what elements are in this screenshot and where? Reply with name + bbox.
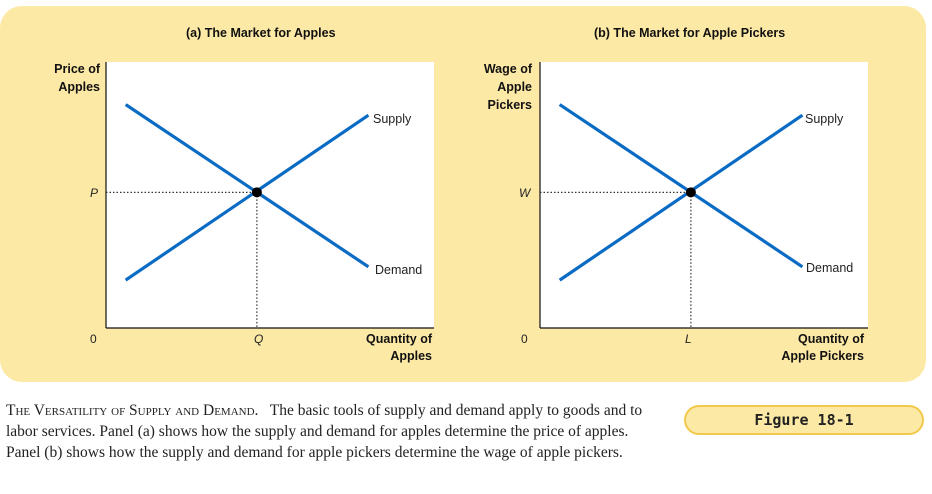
panel-a-supply-curve — [124, 113, 370, 282]
panel-a-y-tick-p: P — [90, 186, 99, 200]
panel-a-plot-area — [106, 62, 434, 328]
panel-b-xlabel-line-2: Apple Pickers — [781, 349, 864, 363]
panel-b-demand-label: Demand — [806, 261, 854, 275]
panel-b-supply-label: Supply — [805, 112, 844, 126]
panel-a-demand-label: Demand — [375, 263, 423, 277]
panel-a-origin: 0 — [90, 332, 97, 346]
panel-a-ylabel-line-1: Price of — [54, 62, 100, 76]
panel-b-x-tick-l: L — [685, 332, 692, 346]
panel-b-xlabel-line-1: Quantity of — [798, 332, 864, 346]
caption-text: The basic tools of supply and demand app… — [6, 402, 643, 461]
panel-b-origin: 0 — [521, 332, 528, 346]
panel-a-supply-label: Supply — [373, 112, 412, 126]
panel-a-ylabel: Price of Apples — [20, 60, 100, 96]
panel-b-y-tick-w: W — [519, 186, 531, 200]
panel-a-xlabel: Quantity of Apples — [332, 331, 432, 365]
panel-b-xlabel: Quantity of Apple Pickers — [744, 331, 864, 365]
panel-a-x-tick-q: Q — [254, 332, 264, 346]
panel-a-ylabel-line-2: Apples — [58, 80, 100, 94]
panel-b-ylabel-line-2: Apple — [497, 80, 532, 94]
panel-b-title: (b) The Market for Apple Pickers — [594, 26, 786, 40]
panel-a-equilibrium-point — [251, 187, 262, 198]
panel-b-ylabel-line-3: Pickers — [487, 98, 532, 112]
caption-lead: The Versatility of Supply and Demand. — [6, 402, 259, 419]
panel-a-xlabel-line-2: Apples — [390, 349, 432, 363]
figure-number-badge: Figure 18-1 — [684, 405, 924, 435]
panel-a-demand-curve — [124, 103, 370, 269]
figure-caption: The Versatility of Supply and Demand. Th… — [6, 400, 666, 463]
panel-a-xlabel-line-1: Quantity of — [366, 332, 432, 346]
panel-b-demand-curve — [558, 103, 804, 269]
panel-b-equilibrium-point — [685, 187, 696, 198]
panel-b-ylabel-line-1: Wage of — [483, 62, 532, 76]
panel-a-title: (a) The Market for Apples — [186, 26, 336, 40]
panel-b-plot-area — [540, 62, 868, 328]
panel-b-supply-curve — [558, 113, 804, 282]
panel-b-ylabel: Wage of Apple Pickers — [450, 60, 532, 114]
